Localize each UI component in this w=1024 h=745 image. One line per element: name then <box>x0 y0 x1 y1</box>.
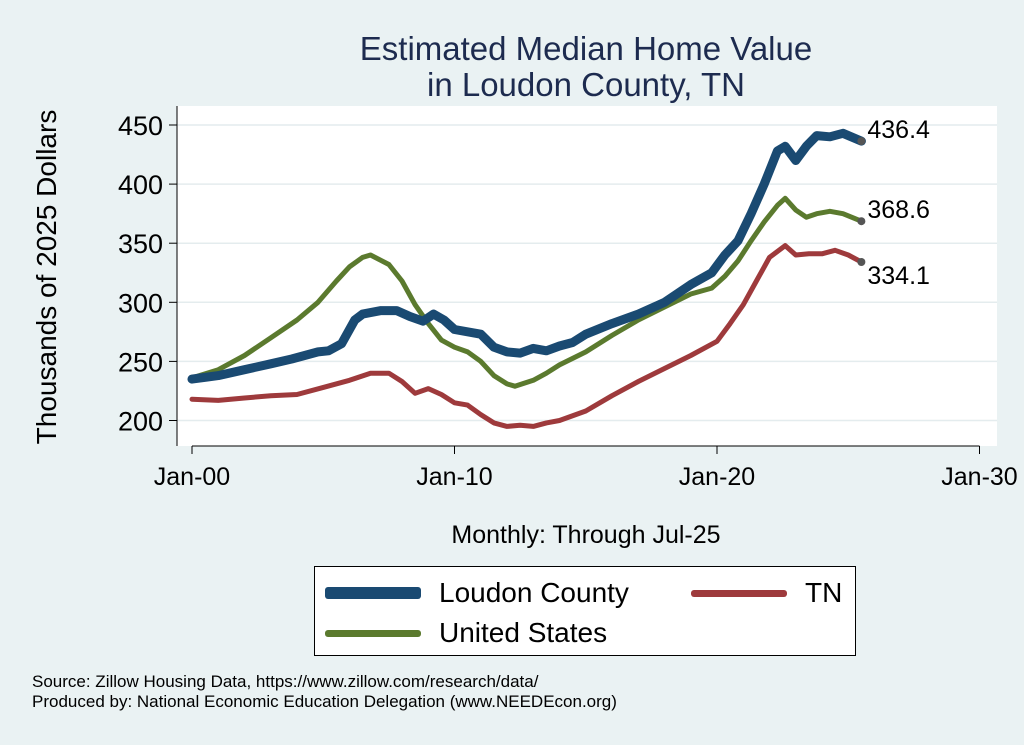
y-tick-label: 250 <box>118 347 163 377</box>
y-axis-label: Thousands of 2025 Dollars <box>31 110 62 445</box>
legend: Loudon County TN United States <box>314 566 856 656</box>
series-line-united-states <box>189 195 864 389</box>
x-tick-label: Jan-20 <box>679 463 755 491</box>
legend-swatch-united-states <box>325 629 421 637</box>
axes: 200 250 300 350 400 450 Jan-00 Jan-10 Jan-20 Jan-… <box>118 106 1018 491</box>
y-tick-label: 300 <box>118 288 163 318</box>
producer-line: Produced by: National Economic Education… <box>32 692 617 711</box>
legend-label-tn: TN <box>805 577 843 608</box>
legend-swatch-loudon-county <box>325 587 421 599</box>
series-end-point-united-states <box>857 217 866 226</box>
x-tick-label: Jan-10 <box>416 463 492 491</box>
x-axis-label: Monthly: Through Jul-25 <box>451 521 720 549</box>
series-line-tn <box>189 243 864 429</box>
legend-label-loudon-county: Loudon County <box>439 577 629 608</box>
y-tick-label: 350 <box>118 229 163 259</box>
y-tick-label: 450 <box>118 111 163 141</box>
grid-lines <box>177 124 997 422</box>
end-labels: 436.4 368.6 334.1 <box>867 116 930 290</box>
series-end-point-tn <box>857 257 866 266</box>
chart-title-line2: in Loudon County, TN <box>427 66 745 103</box>
chart-title-line1: Estimated Median Home Value <box>360 30 812 67</box>
end-label-loudon-county: 436.4 <box>867 116 930 144</box>
y-tick-label: 200 <box>118 407 163 437</box>
source-line: Source: Zillow Housing Data, https://www… <box>32 672 539 691</box>
legend-item-tn: TN <box>691 577 842 609</box>
legend-item-united-states: United States <box>325 617 607 649</box>
y-tick-label: 400 <box>118 170 163 200</box>
legend-item-loudon-county: Loudon County <box>325 577 629 609</box>
x-tick-label: Jan-30 <box>941 463 1017 491</box>
series-end-point-loudon-county <box>857 137 866 146</box>
series-lines <box>187 128 866 429</box>
source-note: Source: Zillow Housing Data, https://www… <box>32 672 617 712</box>
line-chart: 200 250 300 350 400 450 Jan-00 Jan-10 Jan-20 Jan-… <box>31 30 1018 549</box>
series-line-loudon-county <box>187 128 866 384</box>
legend-label-united-states: United States <box>439 617 608 648</box>
x-tick-label: Jan-00 <box>154 463 230 491</box>
end-label-tn: 334.1 <box>867 262 930 290</box>
end-label-united-states: 368.6 <box>867 196 930 224</box>
legend-swatch-tn <box>691 589 787 597</box>
